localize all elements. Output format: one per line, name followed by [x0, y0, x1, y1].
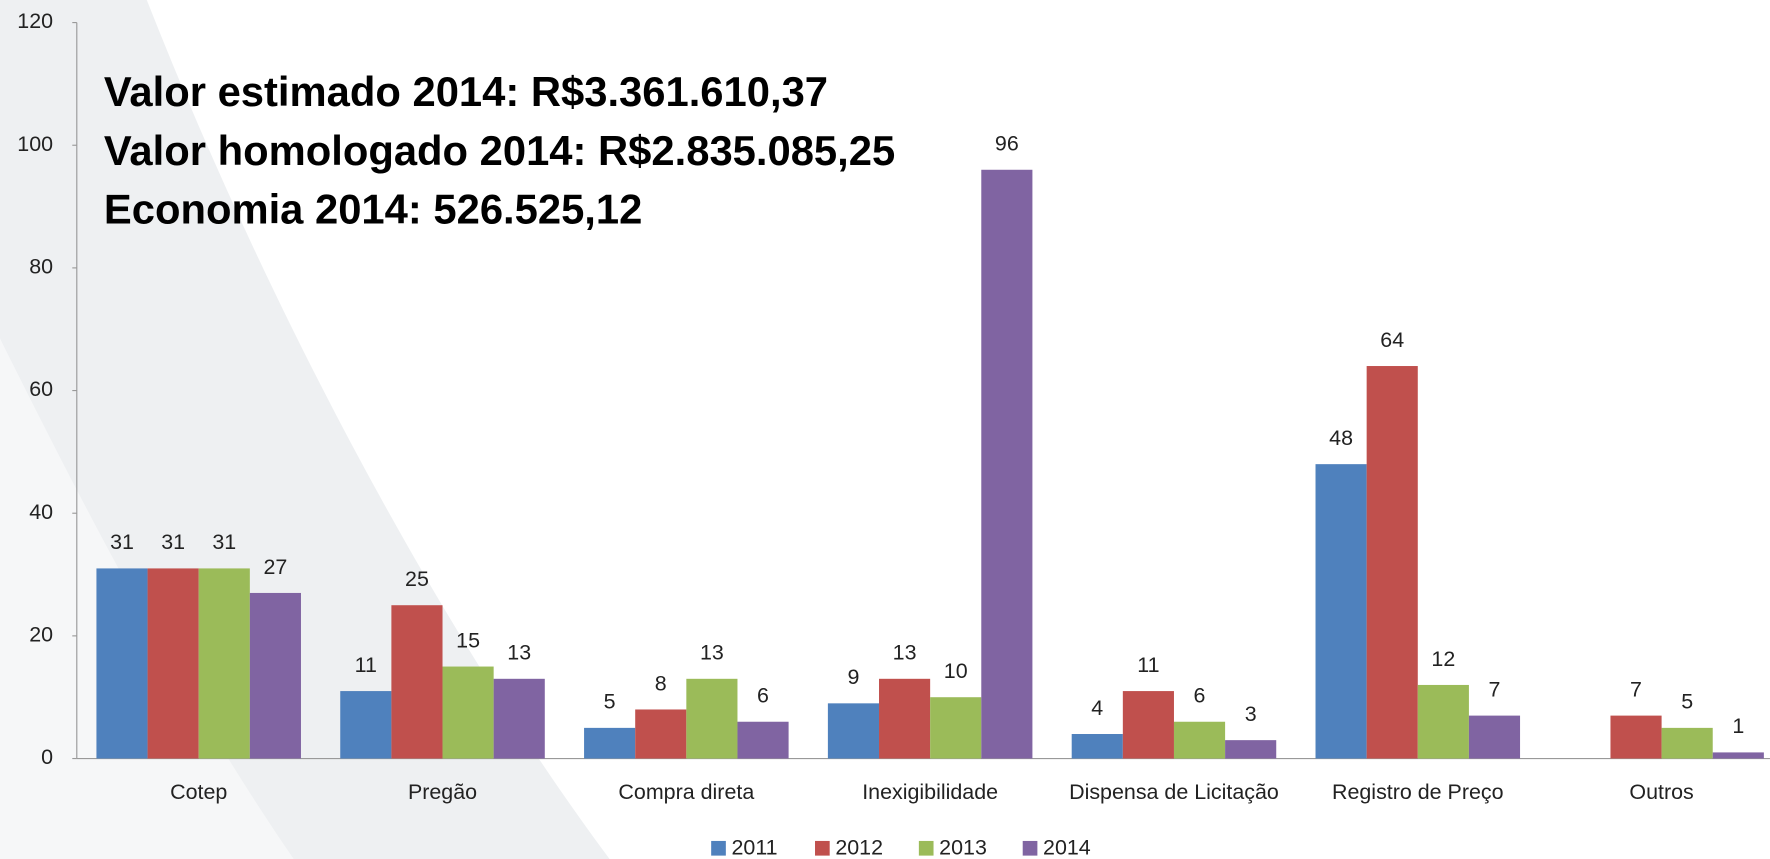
data-label: 27	[263, 555, 287, 579]
bar	[1071, 734, 1123, 759]
data-label: 31	[161, 530, 185, 554]
data-label: 6	[757, 684, 769, 708]
legend-swatch	[1022, 840, 1038, 856]
data-label: 1	[1732, 714, 1744, 738]
data-label: 8	[655, 671, 667, 695]
bar	[96, 568, 148, 759]
bar	[249, 592, 301, 759]
background-shape	[0, 338, 294, 859]
bar	[686, 678, 738, 759]
data-label: 5	[604, 690, 616, 714]
bar	[1122, 691, 1174, 759]
data-label: 13	[700, 641, 724, 665]
data-label: 6	[1194, 684, 1206, 708]
data-label: 13	[507, 641, 531, 665]
bar	[340, 691, 392, 759]
bar	[493, 678, 545, 759]
data-label: 11	[1137, 653, 1159, 677]
bar	[1712, 752, 1764, 759]
bar	[635, 709, 687, 759]
y-tick-label: 20	[29, 623, 53, 647]
data-label: 13	[893, 641, 917, 665]
data-label: 7	[1630, 677, 1642, 701]
bar	[147, 568, 199, 759]
bar	[879, 678, 931, 759]
legend-label: 2013	[939, 835, 987, 859]
bar	[981, 169, 1033, 759]
data-label: 5	[1681, 690, 1693, 714]
y-tick-label: 80	[29, 255, 53, 279]
bar	[827, 703, 880, 759]
x-tick-label: Pregão	[408, 780, 477, 804]
data-label: 48	[1329, 426, 1353, 450]
data-label: 12	[1431, 647, 1455, 671]
bar	[1173, 721, 1226, 759]
data-label: 9	[847, 665, 859, 689]
bar	[930, 697, 982, 759]
legend-label: 2012	[835, 835, 883, 859]
data-label: 64	[1380, 328, 1404, 352]
bar	[442, 666, 494, 759]
bar	[1417, 684, 1469, 759]
legend-label: 2011	[731, 835, 777, 859]
bar	[1468, 715, 1521, 759]
bar	[1661, 727, 1713, 759]
x-tick-label: Registro de Preço	[1332, 780, 1504, 804]
data-label: 11	[355, 653, 377, 677]
bar	[1225, 740, 1277, 759]
data-label: 4	[1091, 696, 1103, 720]
bar	[584, 727, 636, 759]
x-tick-label: Inexigibilidade	[862, 780, 998, 804]
bar	[737, 721, 789, 759]
bar	[1315, 464, 1367, 759]
bar	[1610, 715, 1662, 759]
data-label: 25	[405, 567, 429, 591]
bar	[391, 605, 443, 759]
legend-swatch	[918, 840, 934, 856]
annotation: Economia 2014: 526.525,12	[104, 185, 642, 232]
y-tick-label: 40	[29, 500, 53, 524]
y-tick-label: 0	[41, 745, 53, 769]
annotation: Valor homologado 2014: R$2.835.085,25	[104, 127, 895, 174]
data-label: 31	[212, 530, 236, 554]
bar	[1366, 366, 1418, 759]
y-tick-label: 100	[17, 132, 53, 156]
data-label: 10	[944, 659, 968, 683]
x-tick-label: Outros	[1629, 780, 1693, 804]
annotation: Valor estimado 2014: R$3.361.610,37	[104, 68, 828, 115]
x-tick-label: Dispensa de Licitação	[1069, 780, 1279, 804]
x-tick-label: Compra direta	[618, 780, 754, 804]
y-tick-label: 60	[29, 377, 53, 401]
x-tick-label: Cotep	[170, 780, 227, 804]
legend-swatch	[815, 840, 830, 856]
data-label: 15	[456, 628, 480, 652]
legend-label: 2014	[1043, 835, 1091, 859]
data-label: 7	[1489, 677, 1501, 701]
legend-swatch	[711, 840, 726, 856]
data-label: 96	[995, 132, 1019, 156]
data-label: 31	[110, 530, 134, 554]
data-label: 3	[1245, 702, 1257, 726]
background-shape	[0, 0, 610, 859]
y-tick-label: 120	[17, 9, 53, 33]
bar	[198, 568, 250, 759]
